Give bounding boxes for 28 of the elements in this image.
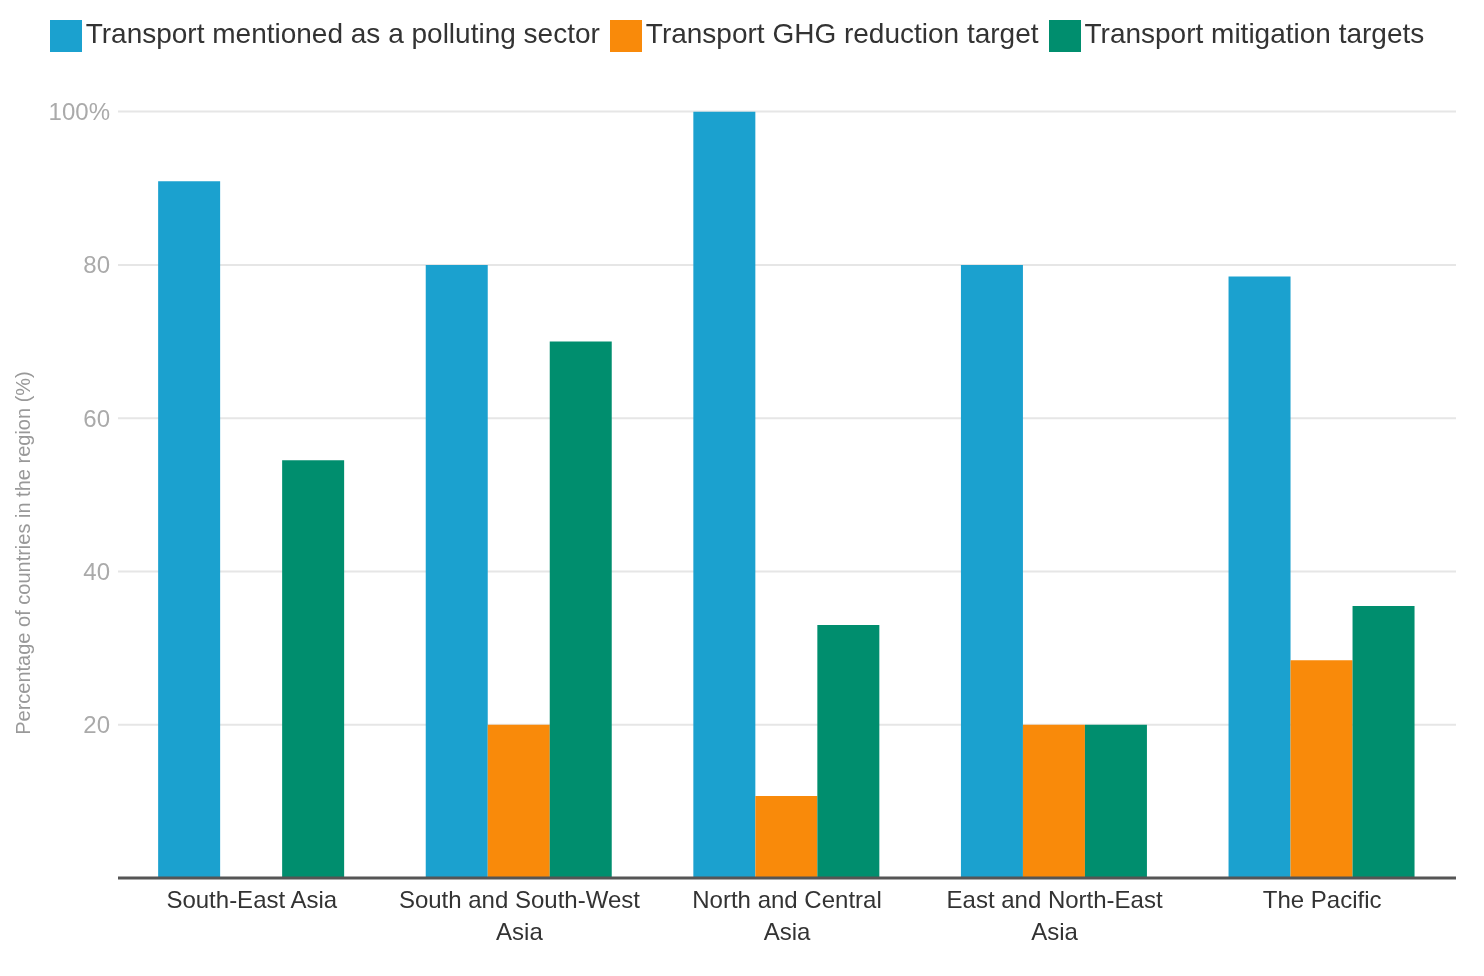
y-tick-label: 80 <box>83 251 110 279</box>
legend-label: Transport mentioned as a polluting sector <box>85 18 600 49</box>
x-tick-label: The Pacific <box>1262 886 1382 913</box>
bar <box>1084 724 1147 878</box>
legend-label: Transport mitigation targets <box>1084 18 1425 49</box>
x-tick-label: South-East Asia <box>166 886 338 913</box>
bar <box>282 460 345 878</box>
y-tick-label: 60 <box>83 404 110 432</box>
y-tick-label: 40 <box>83 557 110 585</box>
bar <box>158 181 221 878</box>
bar <box>817 625 880 878</box>
x-tick-label: South and South-West Asia <box>398 886 641 945</box>
y-tick-label: 100% <box>48 98 110 126</box>
y-axis-title: Percentage of countries in the region (%) <box>12 371 35 735</box>
bar <box>549 341 612 878</box>
bar <box>1228 276 1291 878</box>
bar <box>960 264 1023 878</box>
x-tick-label: North and Central Asia <box>692 886 882 945</box>
bar <box>1290 660 1353 878</box>
bar <box>425 264 488 878</box>
bar <box>1352 605 1415 878</box>
y-tick-label: 20 <box>83 711 110 739</box>
bar <box>755 796 818 878</box>
bar <box>487 724 550 878</box>
bar <box>1022 724 1085 878</box>
x-tick-label: East and North-East Asia <box>946 886 1163 945</box>
legend-label: Transport GHG reduction target <box>645 18 1039 49</box>
bar <box>693 111 756 878</box>
